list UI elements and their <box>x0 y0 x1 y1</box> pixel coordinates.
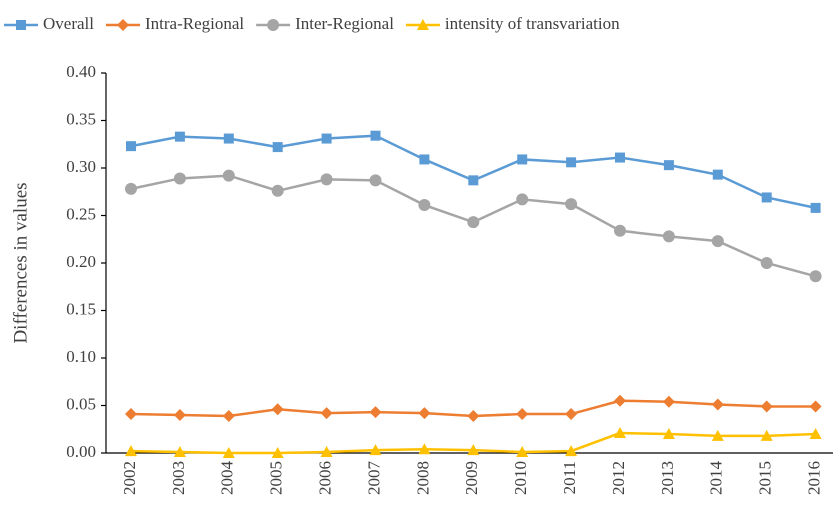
y-tick-label: 0.25 <box>66 204 96 223</box>
x-tick-label: 2006 <box>316 461 335 495</box>
marker <box>809 428 822 439</box>
legend-label: intensity of transvariation <box>445 14 620 33</box>
marker <box>662 230 675 243</box>
x-tick-label: 2010 <box>511 461 530 495</box>
marker <box>16 20 26 30</box>
marker <box>320 446 333 458</box>
x-tick-label: 2008 <box>413 461 432 495</box>
x-tick-label: 2002 <box>120 461 139 495</box>
marker <box>222 447 235 458</box>
marker <box>125 408 137 421</box>
marker <box>516 193 529 206</box>
marker <box>416 19 429 30</box>
marker <box>320 407 333 420</box>
marker <box>223 133 234 144</box>
x-tick-label: 2012 <box>609 461 628 495</box>
marker <box>173 446 186 458</box>
marker <box>222 169 235 182</box>
marker <box>615 152 625 163</box>
legend-item: Intra-Regional <box>105 14 244 33</box>
marker <box>662 428 675 439</box>
x-tick-label: 2013 <box>658 461 677 495</box>
marker <box>418 407 431 420</box>
marker <box>369 406 382 419</box>
y-tick-label: 0.20 <box>66 252 96 271</box>
marker <box>369 444 382 456</box>
marker <box>369 174 382 187</box>
legend-item: Overall <box>4 14 94 33</box>
y-tick-label: 0.30 <box>66 157 96 176</box>
legend-label: Inter-Regional <box>295 14 394 33</box>
marker <box>271 403 284 416</box>
marker <box>271 447 284 458</box>
marker <box>125 445 137 457</box>
marker <box>516 446 529 458</box>
y-tick-label: 0.05 <box>66 394 96 413</box>
marker <box>321 133 332 144</box>
x-tick-label: 2014 <box>707 461 726 496</box>
marker <box>565 408 578 421</box>
marker <box>467 444 480 456</box>
marker <box>126 141 136 152</box>
marker <box>809 270 822 283</box>
x-tick-label: 2011 <box>560 461 579 494</box>
marker <box>370 130 381 141</box>
marker <box>614 427 626 439</box>
y-axis-title: Differences in values <box>10 182 31 343</box>
marker <box>810 202 821 213</box>
marker <box>565 198 578 211</box>
marker <box>173 409 186 421</box>
marker <box>760 257 773 269</box>
marker <box>566 157 577 168</box>
marker <box>565 445 578 457</box>
x-tick-label: 2007 <box>364 461 383 496</box>
marker <box>125 182 137 195</box>
x-tick-label: 2004 <box>218 461 237 496</box>
marker <box>712 169 723 180</box>
marker <box>271 184 284 197</box>
y-tick-label: 0.00 <box>66 442 96 461</box>
legend-item: Inter-Regional <box>256 14 394 33</box>
marker <box>272 142 283 153</box>
marker <box>467 216 480 229</box>
marker <box>418 443 431 455</box>
x-tick-label: 2009 <box>462 461 481 495</box>
marker <box>174 131 185 142</box>
marker <box>761 192 772 203</box>
marker <box>711 398 724 411</box>
x-tick-label: 2016 <box>805 461 824 495</box>
marker <box>663 160 674 171</box>
y-tick-label: 0.10 <box>66 347 96 366</box>
marker <box>467 409 480 422</box>
legend-label: Intra-Regional <box>145 14 244 33</box>
marker <box>418 199 431 212</box>
marker <box>419 154 430 165</box>
marker <box>711 429 724 441</box>
y-tick-label: 0.15 <box>66 299 96 318</box>
marker <box>809 400 822 413</box>
x-tick-label: 2015 <box>756 461 775 495</box>
marker <box>267 19 280 31</box>
marker <box>614 394 626 407</box>
legend-item: intensity of transvariation <box>405 14 620 33</box>
marker <box>116 19 129 31</box>
marker <box>662 395 675 408</box>
marker <box>760 400 773 413</box>
marker <box>173 172 186 185</box>
marker <box>516 408 529 421</box>
marker <box>517 154 528 165</box>
marker <box>711 235 724 248</box>
marker <box>222 409 235 422</box>
marker <box>320 173 333 186</box>
marker <box>468 175 479 186</box>
legend-label: Overall <box>43 14 94 33</box>
y-tick-label: 0.35 <box>66 109 96 128</box>
marker <box>614 224 626 237</box>
marker <box>760 429 773 441</box>
y-tick-label: 0.40 <box>66 62 96 81</box>
x-tick-label: 2003 <box>169 461 188 495</box>
x-tick-label: 2005 <box>267 461 286 495</box>
